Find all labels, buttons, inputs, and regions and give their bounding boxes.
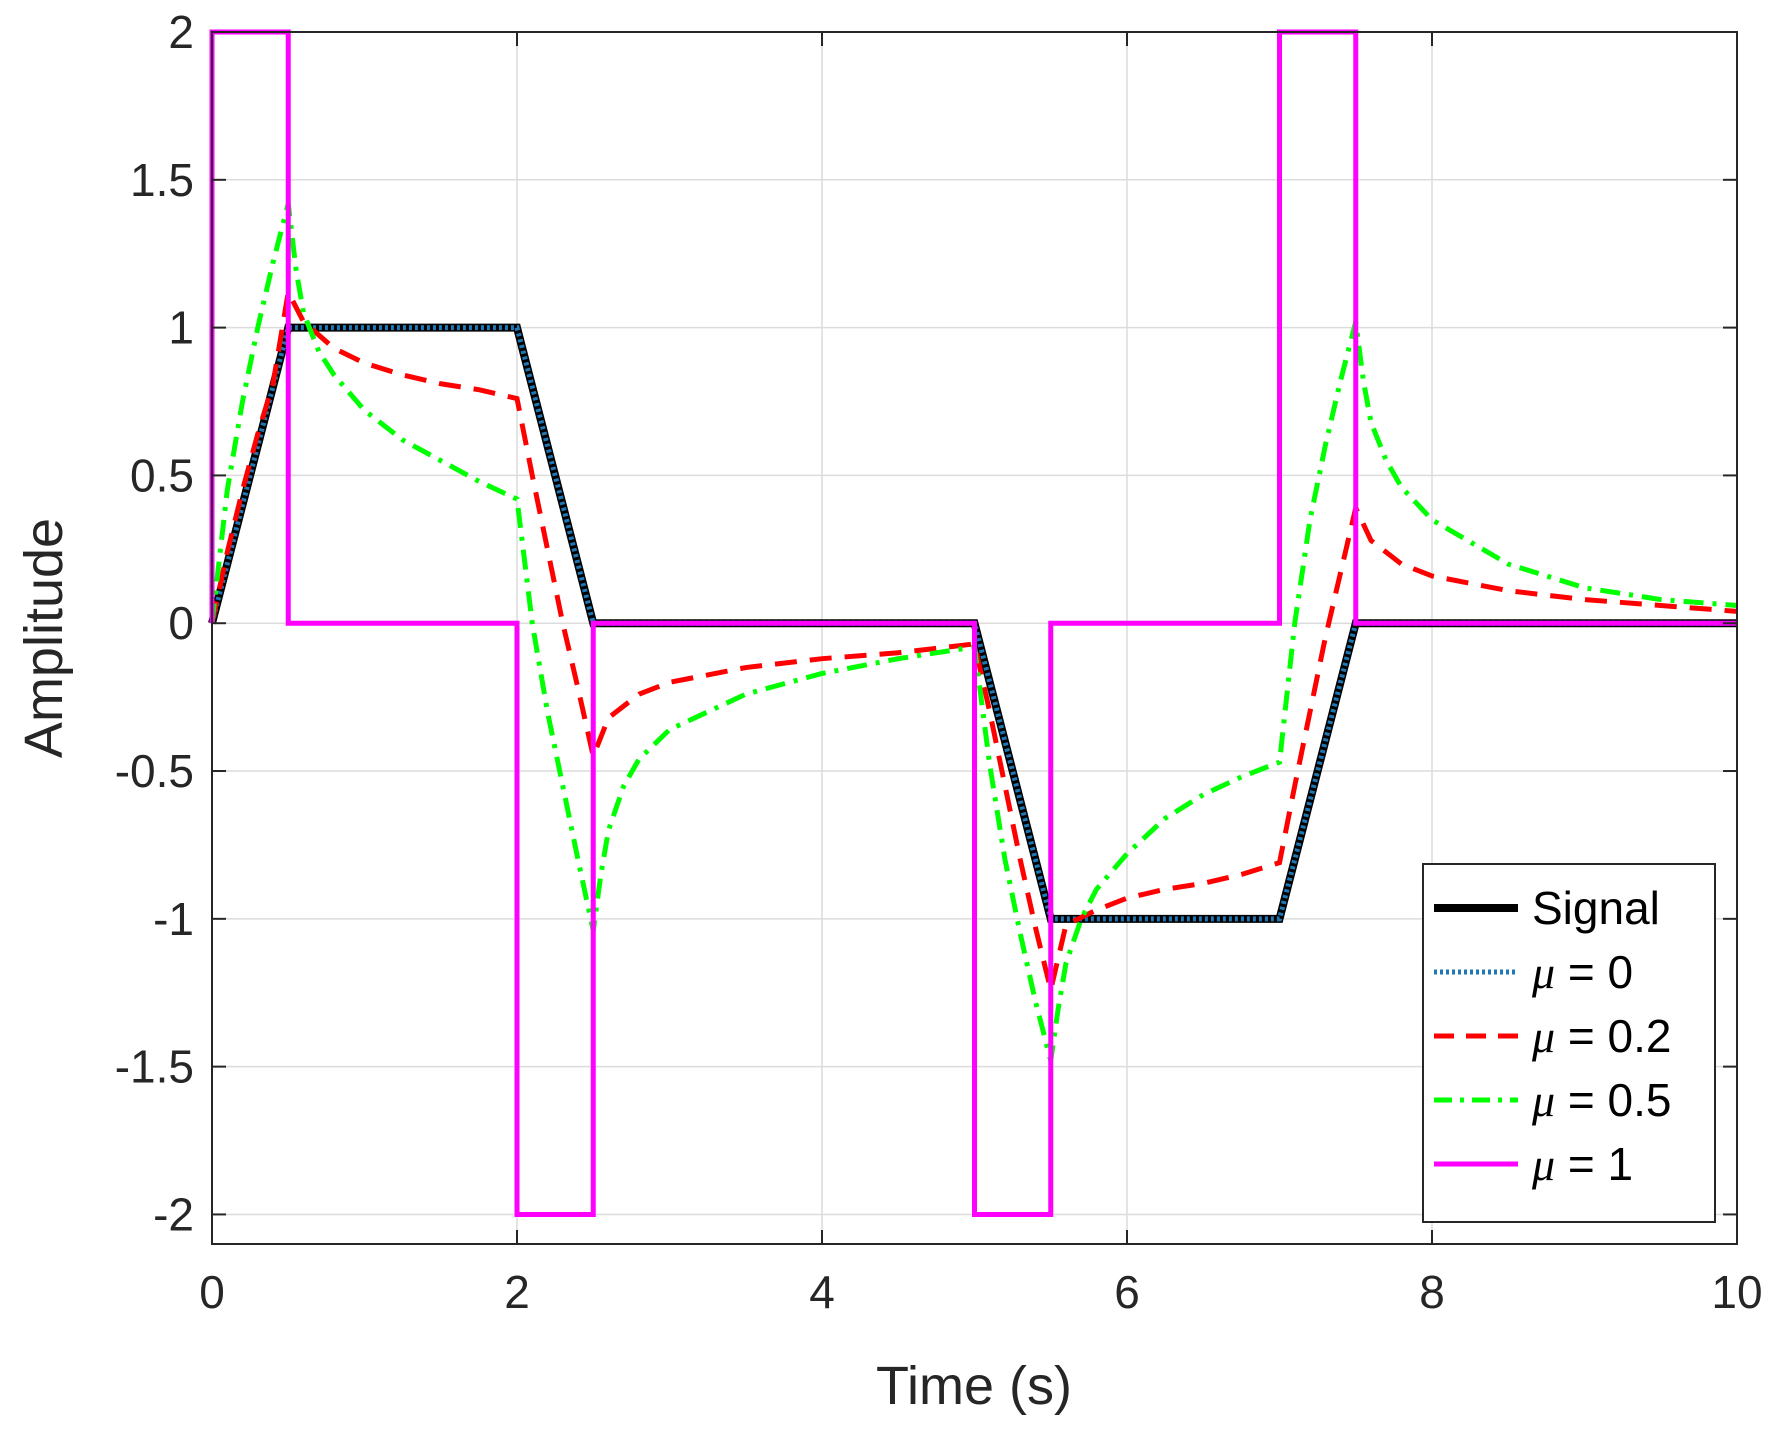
legend-label-3: μ = 0.5 xyxy=(1531,1074,1671,1126)
legend-label-2: μ = 0.2 xyxy=(1531,1010,1671,1062)
x-tick-label: 0 xyxy=(199,1266,225,1318)
x-tick-label: 6 xyxy=(1114,1266,1140,1318)
x-axis-label: Time (s) xyxy=(876,1356,1072,1416)
legend-label-4: μ = 1 xyxy=(1531,1138,1633,1190)
y-tick-label: -2 xyxy=(153,1188,194,1240)
legend: Signal μ = 0 μ = 0.2 μ = 0.5 μ = 1 xyxy=(1422,863,1716,1223)
y-tick-label: 1 xyxy=(168,302,194,354)
y-tick-label: 0.5 xyxy=(130,449,194,501)
legend-label-1: μ = 0 xyxy=(1531,946,1633,998)
y-tick-label: -0.5 xyxy=(115,745,194,797)
y-tick-label: -1 xyxy=(153,893,194,945)
y-tick-label: -1.5 xyxy=(115,1041,194,1093)
y-tick-label: 2 xyxy=(168,6,194,58)
x-tick-label: 10 xyxy=(1711,1266,1762,1318)
x-tick-label: 2 xyxy=(504,1266,530,1318)
x-tick-label: 4 xyxy=(809,1266,835,1318)
y-tick-label: 0 xyxy=(168,597,194,649)
legend-label-0: Signal xyxy=(1532,882,1660,934)
x-tick-label: 8 xyxy=(1419,1266,1445,1318)
axis-ticks: 0 2 4 6 8 10 -2 -1.5 -1 -0.5 0 0.5 1 1.5 2 xyxy=(115,6,1763,1318)
y-axis-label: Amplitude xyxy=(14,518,74,758)
plot-frame xyxy=(211,31,1738,1245)
series-line-2 xyxy=(209,284,1738,991)
y-tick-label: 1.5 xyxy=(130,154,194,206)
